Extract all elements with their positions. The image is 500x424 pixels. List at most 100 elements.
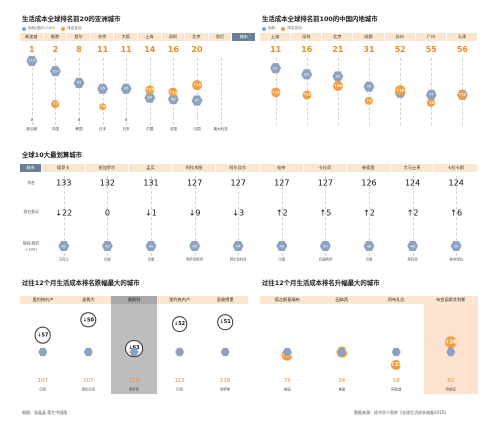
city-header-8: 悉尼 [209,33,233,41]
column-guide-2 [337,58,339,125]
panel3-country-4: 阿尔及利亚 [229,257,247,262]
panel4-rank-2: 113 [128,378,140,384]
index-hex-0: 114 [26,55,38,66]
panel4-city-4: 圣彼得堡 [202,296,248,304]
panel4-marker-0 [38,347,48,357]
panel1-legend: 指标(纽约=100) 排名变动 [22,26,81,31]
panel3-index-hex-1: 42 [101,240,113,252]
rank-value-2: 8 [76,45,82,54]
index-hex-3: 78 [363,81,375,92]
panel4-country-3: 巴西 [176,387,183,392]
panel5-marker-3 [446,347,456,357]
panel5-city-1: 田纳西 [314,296,369,304]
panel3-row-label-city: 城市 [20,164,42,172]
panel5-marker-1 [337,347,347,357]
panel3-city-3: 阿拉木图 [173,164,217,172]
panel5-country-2: 阿联酋 [391,387,402,392]
city-header-5: 上海 [138,33,162,41]
panel3-row-label-rank: 排名 [27,180,35,185]
change-circle-1: ↑12 [302,90,312,100]
country-spacer [232,127,256,132]
panel3-country-6: 巴基斯坦 [318,257,333,262]
column-guide-7 [197,58,198,125]
panel4-city-2: 莫斯科 [111,296,157,304]
rank-value-5: 55 [425,45,437,54]
column-guide-8 [220,58,222,125]
panel3-change-1: 0 [104,208,110,218]
rank-value-4: 52 [394,45,406,54]
panel3-country-8: 叙利亚 [407,257,418,262]
panel5-marker-0 [282,347,292,357]
panel3-change-8: ↑2 [406,208,419,218]
panel5-city-2: 阿布扎比 [369,296,424,304]
panel4-change-circle-4: ↓51 [217,314,233,330]
panel5-marker-2 [391,347,401,357]
panel3-rank-6: 127 [317,178,334,188]
change-circle-6: ↑12 [168,87,178,97]
panel4-change-circle-1: ↓50 [80,312,97,328]
panel3-index-hex-4: 44 [232,240,244,252]
row-label: 城市 [232,33,256,41]
panel4-rank-4: 118 [220,378,231,384]
panel3-rank-8: 124 [404,178,421,188]
footer-source: 数据来源：经济学人智库《全球生活成本调查2015》 [354,410,449,415]
city-header-4: 大阪 [114,33,138,41]
panel5-title: 过往12个月生活成本排名升幅最大的城市 [262,279,380,287]
index-hex-3: 95 [97,83,109,94]
panel5-rank-3: 62 [447,378,455,384]
panel4-country-1: 哥伦比亚 [81,387,96,392]
panel1-city-header: 新加坡 香港 首尔 东京 大阪 上海 深圳 北京 悉尼 城市 [20,33,256,41]
panel1-title: 生活成本全球排名前20的亚洲城市 [22,15,121,23]
rank-value-6: 16 [167,45,179,54]
index-hex-1: 84 [301,69,313,80]
panel3-country-2: 印度 [147,257,155,262]
rank-value-0: 1 [29,45,35,54]
panel3-guide-2 [151,176,152,256]
index-hex-7: 87 [191,95,203,106]
panel3-guide-8 [412,176,414,256]
panel5-country-0: 美国 [283,387,291,392]
rank-value-3: 11 [97,45,109,54]
panel3-city-8: 大马士革 [391,164,435,172]
panel2-legend: 指标 排名变动 [262,26,302,31]
panel3-city-6: 卡拉奇 [304,164,348,172]
change-value-4: 0 [125,118,128,122]
panel3-index-hex-6: 50 [319,240,331,252]
panel4-city-0: 里约热内卢 [20,296,66,304]
panel3-guide-0 [63,176,65,256]
panel3-index-hex-5: 46 [276,240,288,252]
panel3-country-0: 乌克兰 [58,257,69,262]
panel5-change-circle-3: ↑28 [445,336,457,349]
panel3-country-9: 委内瑞拉 [449,257,463,262]
panel5-country-1: 美国 [338,387,346,392]
city-header-1: 香港 [44,33,68,41]
panel5-rank-0: 75 [283,378,291,384]
rank-value-0: 11 [270,45,282,54]
rank-value-1: 16 [301,45,313,54]
country-label-4: 日本 [122,127,130,131]
change-circle-5: ↑13 [145,85,155,95]
change-circle-3: ↑9 [364,97,374,106]
index-hex-4: 95 [120,83,132,94]
panel3-country-3: 哈萨克斯坦 [186,257,204,262]
city-header-3: 成都 [353,33,385,41]
panel3-rank-7: 126 [361,178,377,188]
panel3-rank-1: 132 [99,178,116,188]
panel3-guide-3 [194,176,196,256]
change-circle-4: ↑14 [395,85,405,95]
column-guide-0 [31,58,33,125]
legend-index-label: 指标(纽约=100) [28,26,56,30]
panel3-city-4: 阿尔及尔 [216,164,260,172]
panel1-rank-row: 1 2 8 11 11 14 16 20 [20,45,256,54]
panel3-change-4: ↓3 [232,208,245,218]
city-header-2: 首尔 [67,33,91,41]
panel3-row-label-index: 指标(纽约=100) [22,240,40,252]
panel4-country-2: 俄罗斯 [128,387,140,392]
panel3-header: 城市 德伊卡 班加罗尔 孟买 阿拉木图 阿尔及尔 钦奈 卡拉奇 新德里 大马士革 卡拉卡斯 [20,164,478,172]
index-hex-5: 89 [144,92,156,103]
country-label-3: 日本 [98,127,107,131]
rank-value-2: 21 [332,45,344,54]
panel2-city-header: 上海 深圳 北京 成都 苏州 广州 天津 [260,33,478,41]
column-guide-2 [79,58,80,125]
change-circle-0: ↑13 [270,87,281,98]
